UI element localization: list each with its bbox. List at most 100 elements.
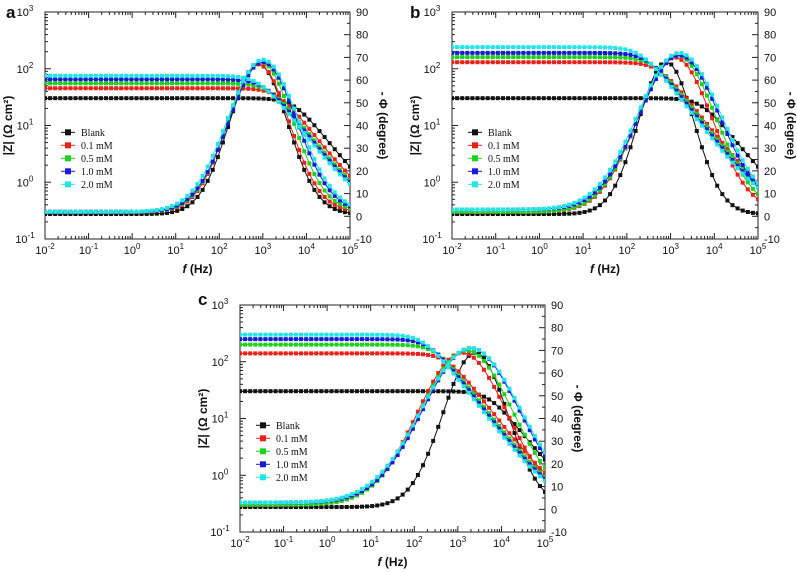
phase-point (679, 57, 684, 62)
phase-point (756, 211, 758, 216)
modulus-point (124, 73, 129, 78)
phase-point (507, 415, 512, 420)
phase-point (144, 209, 149, 214)
phase-point (159, 211, 164, 216)
modulus-point (516, 60, 521, 65)
phase-point (460, 209, 465, 214)
phase-point (531, 207, 536, 212)
modulus-point (628, 96, 633, 101)
modulus-point (324, 332, 329, 337)
phase-point (299, 500, 303, 505)
modulus-point (276, 100, 281, 105)
modulus-point (365, 337, 370, 342)
modulus-point (380, 332, 385, 337)
modulus-point (455, 50, 460, 55)
phase-point (278, 500, 283, 505)
phase-point (492, 384, 497, 389)
modulus-point (243, 342, 248, 347)
modulus-point (689, 110, 694, 115)
modulus-point (618, 96, 623, 101)
phase-point (562, 204, 567, 209)
modulus-point (725, 152, 730, 157)
modulus-point (73, 96, 78, 101)
phase-point (348, 206, 350, 211)
modulus-point (405, 338, 410, 343)
phase-point (613, 159, 618, 164)
y-left-axis-title: |Z| (Ω cm²) (408, 96, 422, 156)
modulus-point (587, 55, 592, 60)
phase-point (344, 494, 349, 499)
modulus-point (53, 81, 58, 86)
modulus-point (400, 333, 405, 338)
phase-point (679, 81, 684, 86)
modulus-point (480, 96, 485, 101)
phase-point (536, 212, 541, 217)
modulus-point (562, 96, 567, 101)
modulus-point (522, 459, 527, 464)
modulus-point (205, 77, 210, 82)
modulus-point (421, 389, 425, 394)
modulus-point (134, 73, 139, 78)
y-right-axis-title: - Φ (degree) (784, 92, 797, 160)
modulus-point (332, 157, 337, 162)
modulus-point (293, 389, 298, 394)
modulus-point (507, 439, 512, 444)
phase-point (281, 82, 286, 87)
modulus-point (587, 50, 592, 55)
legend-label: Blank (276, 421, 300, 432)
modulus-point (517, 428, 522, 433)
modulus-point (541, 50, 546, 55)
modulus-point (395, 337, 400, 342)
modulus-point (552, 45, 556, 50)
modulus-point (258, 389, 263, 394)
phase-point (319, 498, 324, 503)
modulus-point (231, 81, 236, 86)
modulus-point (720, 143, 725, 148)
modulus-point (360, 389, 364, 394)
modulus-point (526, 96, 531, 101)
phase-point (613, 183, 618, 188)
modulus-point (395, 351, 400, 356)
modulus-point (485, 50, 490, 55)
phase-point (532, 433, 537, 438)
modulus-point (63, 86, 68, 91)
phase-point (405, 432, 410, 437)
modulus-point (456, 389, 461, 394)
modulus-point (268, 389, 273, 394)
y-right-tick-label: 50 (764, 98, 776, 110)
modulus-point (144, 81, 149, 86)
modulus-point (256, 81, 261, 86)
phase-point (470, 212, 475, 217)
phase-point (592, 193, 597, 198)
phase-point (327, 204, 332, 209)
phase-point (322, 188, 327, 193)
modulus-point (511, 55, 516, 60)
phase-point (231, 107, 236, 112)
modulus-point (517, 453, 522, 458)
modulus-point (487, 405, 492, 410)
modulus-point (471, 394, 476, 399)
phase-point (119, 212, 124, 217)
modulus-point (465, 96, 470, 101)
phase-point (587, 194, 592, 199)
modulus-point (165, 73, 169, 78)
modulus-point (58, 96, 63, 101)
y-right-tick-label: 0 (356, 211, 362, 223)
modulus-point (385, 342, 390, 347)
phase-point (324, 498, 329, 503)
modulus-point (750, 181, 755, 186)
modulus-point (261, 88, 266, 93)
phase-point (592, 190, 597, 195)
modulus-point (337, 163, 342, 168)
phase-point (281, 109, 286, 114)
phase-point (659, 65, 664, 70)
phase-point (149, 208, 154, 213)
phase-point (465, 207, 470, 212)
phase-point (705, 103, 709, 108)
x-tick-label: 10-2 (230, 535, 250, 550)
modulus-point (83, 96, 88, 101)
phase-point (58, 209, 63, 214)
phase-point (745, 166, 750, 171)
phase-point (139, 209, 144, 214)
modulus-point (327, 156, 332, 161)
